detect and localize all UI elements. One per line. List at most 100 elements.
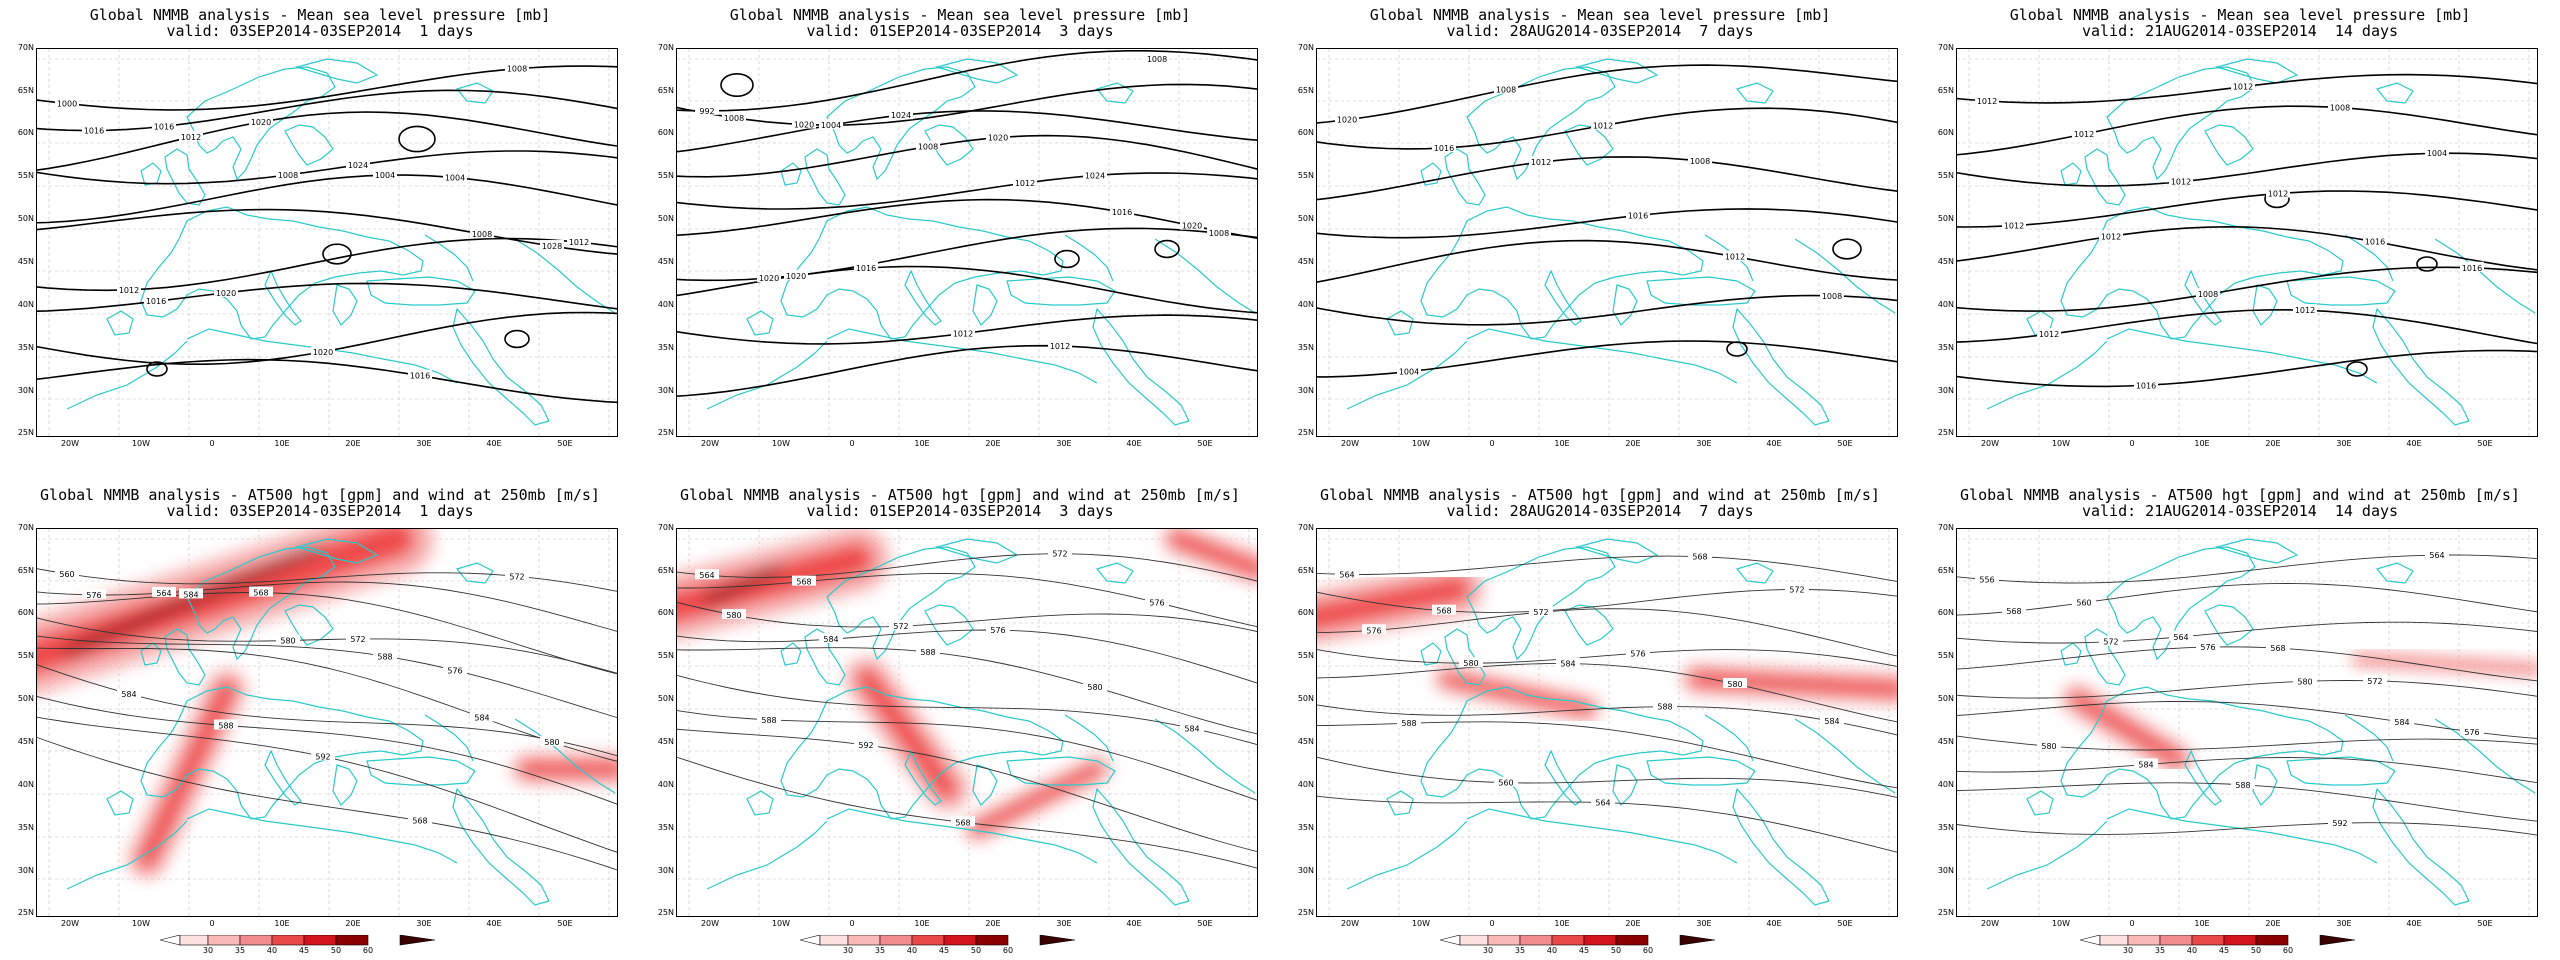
closed-isobar [1054,249,1080,269]
contour-label-bg [2196,641,2220,652]
longitude-label: 20W [700,919,720,928]
coastline [186,808,458,864]
coastline [264,749,302,806]
isobar [677,50,1257,112]
isobar [1957,105,2537,156]
contour-label: 588 [377,652,392,661]
contour-label-bg [373,169,397,180]
contour-label-bg [1688,550,1712,561]
longitude-label: 50E [1837,919,1853,928]
latitude-label: 25N [657,908,674,917]
coastline [2106,546,2256,661]
contour-label: 1020 [251,118,271,127]
contour-label-bg [2363,674,2387,685]
coastline [1986,340,2108,410]
coastline [934,58,1019,84]
contour-label-bg [117,687,141,698]
colorbar-tick-label: 40 [1546,946,1558,955]
coastline [1154,238,1256,314]
coastline [904,749,942,806]
latitude-label: 25N [1297,908,1314,917]
latitude-label: 55N [1937,171,1954,180]
contour-label-bg [1591,119,1615,130]
contour-label: 576 [86,591,101,600]
contour-label: 1012 [1725,253,1745,262]
latitude-label: 30N [17,866,34,875]
contour-labels: 560 564 568 572 576 580 584 588 592 568 572 576 584 5… [55,567,564,826]
coastline [2252,284,2278,326]
contour-label: 992 [699,107,714,116]
coastline [2026,790,2054,816]
hgt500-wind-panel-3days: Global NMMB analysis - AT500 hgt [gpm] a… [640,480,1280,960]
contour-label-bg [1083,681,1107,692]
closed-isobar [1832,238,1862,260]
coastline [2184,749,2222,806]
longitude-label: 0 [849,439,855,448]
height-contour [1957,646,2537,682]
contour-label: 568 [1692,553,1707,562]
longitude-label: 20E [345,439,361,448]
panel-valid-period: valid: 28AUG2014-03SEP2014 7 days [1446,22,1754,40]
colorbar-scale [2080,935,2356,946]
contour-label-bg [916,646,940,657]
contour-label-bg [1083,169,1107,180]
coastline [424,234,474,282]
height-contour [37,581,617,632]
coastline [746,790,774,816]
contour-label: 588 [1657,703,1672,712]
latitude-label: 45N [1297,257,1314,266]
hgt500-wind-panel-14days: Global NMMB analysis - AT500 hgt [gpm] a… [1920,480,2560,960]
contour-label-bg [1459,657,1483,668]
closed-isobar [1154,239,1180,259]
contour-label-bg [1820,289,1844,300]
colorbar-over-arrow [399,935,436,946]
contour-label-bg [1723,677,1747,688]
contour-label: 568 [796,578,811,587]
longitude-label: 10W [131,919,151,928]
latitude-label: 40N [1937,300,1954,309]
longitude-label: 20W [1980,919,2000,928]
latitude-label: 50N [1937,694,1954,703]
closed-isobar [398,125,436,153]
coastline [1646,756,1756,786]
latitude-label: 25N [17,428,34,437]
longitude-label: 30E [416,919,432,928]
latitude-label: 45N [1297,737,1314,746]
height-contour [37,617,617,674]
latitude-label: 25N [657,428,674,437]
coastline [1612,764,1638,806]
longitude-label: 40E [1126,919,1142,928]
coastline [106,310,134,336]
map-frame: 564 568 572 576 580 584 588 592 568 572 576 580 584 5… [676,528,1258,917]
contour-label: 584 [2138,760,2153,769]
coastline [284,124,334,166]
contour-label-bg [916,140,940,151]
closed-isobar [504,329,530,349]
contour-label-bg [1626,209,1650,220]
latitude-label: 70N [17,523,34,532]
colorbar-tick-label: 50 [330,946,342,955]
longitude-label: 10E [1554,919,1570,928]
wind-speed-colorbar: 30 35 40 45 50 60 [800,935,1126,955]
contour-label: 580 [726,611,741,620]
coastlines [1346,58,1896,426]
contour-label-bg [1591,796,1615,807]
map-frame: 560 564 568 572 576 580 584 588 592 568 572 576 584 5… [36,528,618,917]
colorbar-bin [2191,935,2225,946]
contour-label: 576 [1630,649,1645,658]
longitude-label: 10W [771,919,791,928]
coastlines [1986,538,2536,906]
colorbar-bin [2127,935,2161,946]
jet-band-core [1169,531,1257,577]
coastline [1732,307,1830,426]
contour-label: 1012 [2268,190,2288,199]
contour-label-bg [2134,758,2158,769]
coastline [706,820,828,890]
contour-label-bg [1180,722,1204,733]
coastline [1092,787,1190,906]
wind-speed-colorbar: 30 35 40 45 50 60 [1440,935,1766,955]
longitude-label: 10W [2051,439,2071,448]
contour-label-bg [2231,778,2255,789]
contour-label: 560 [59,570,74,579]
longitude-label: 10E [2194,439,2210,448]
